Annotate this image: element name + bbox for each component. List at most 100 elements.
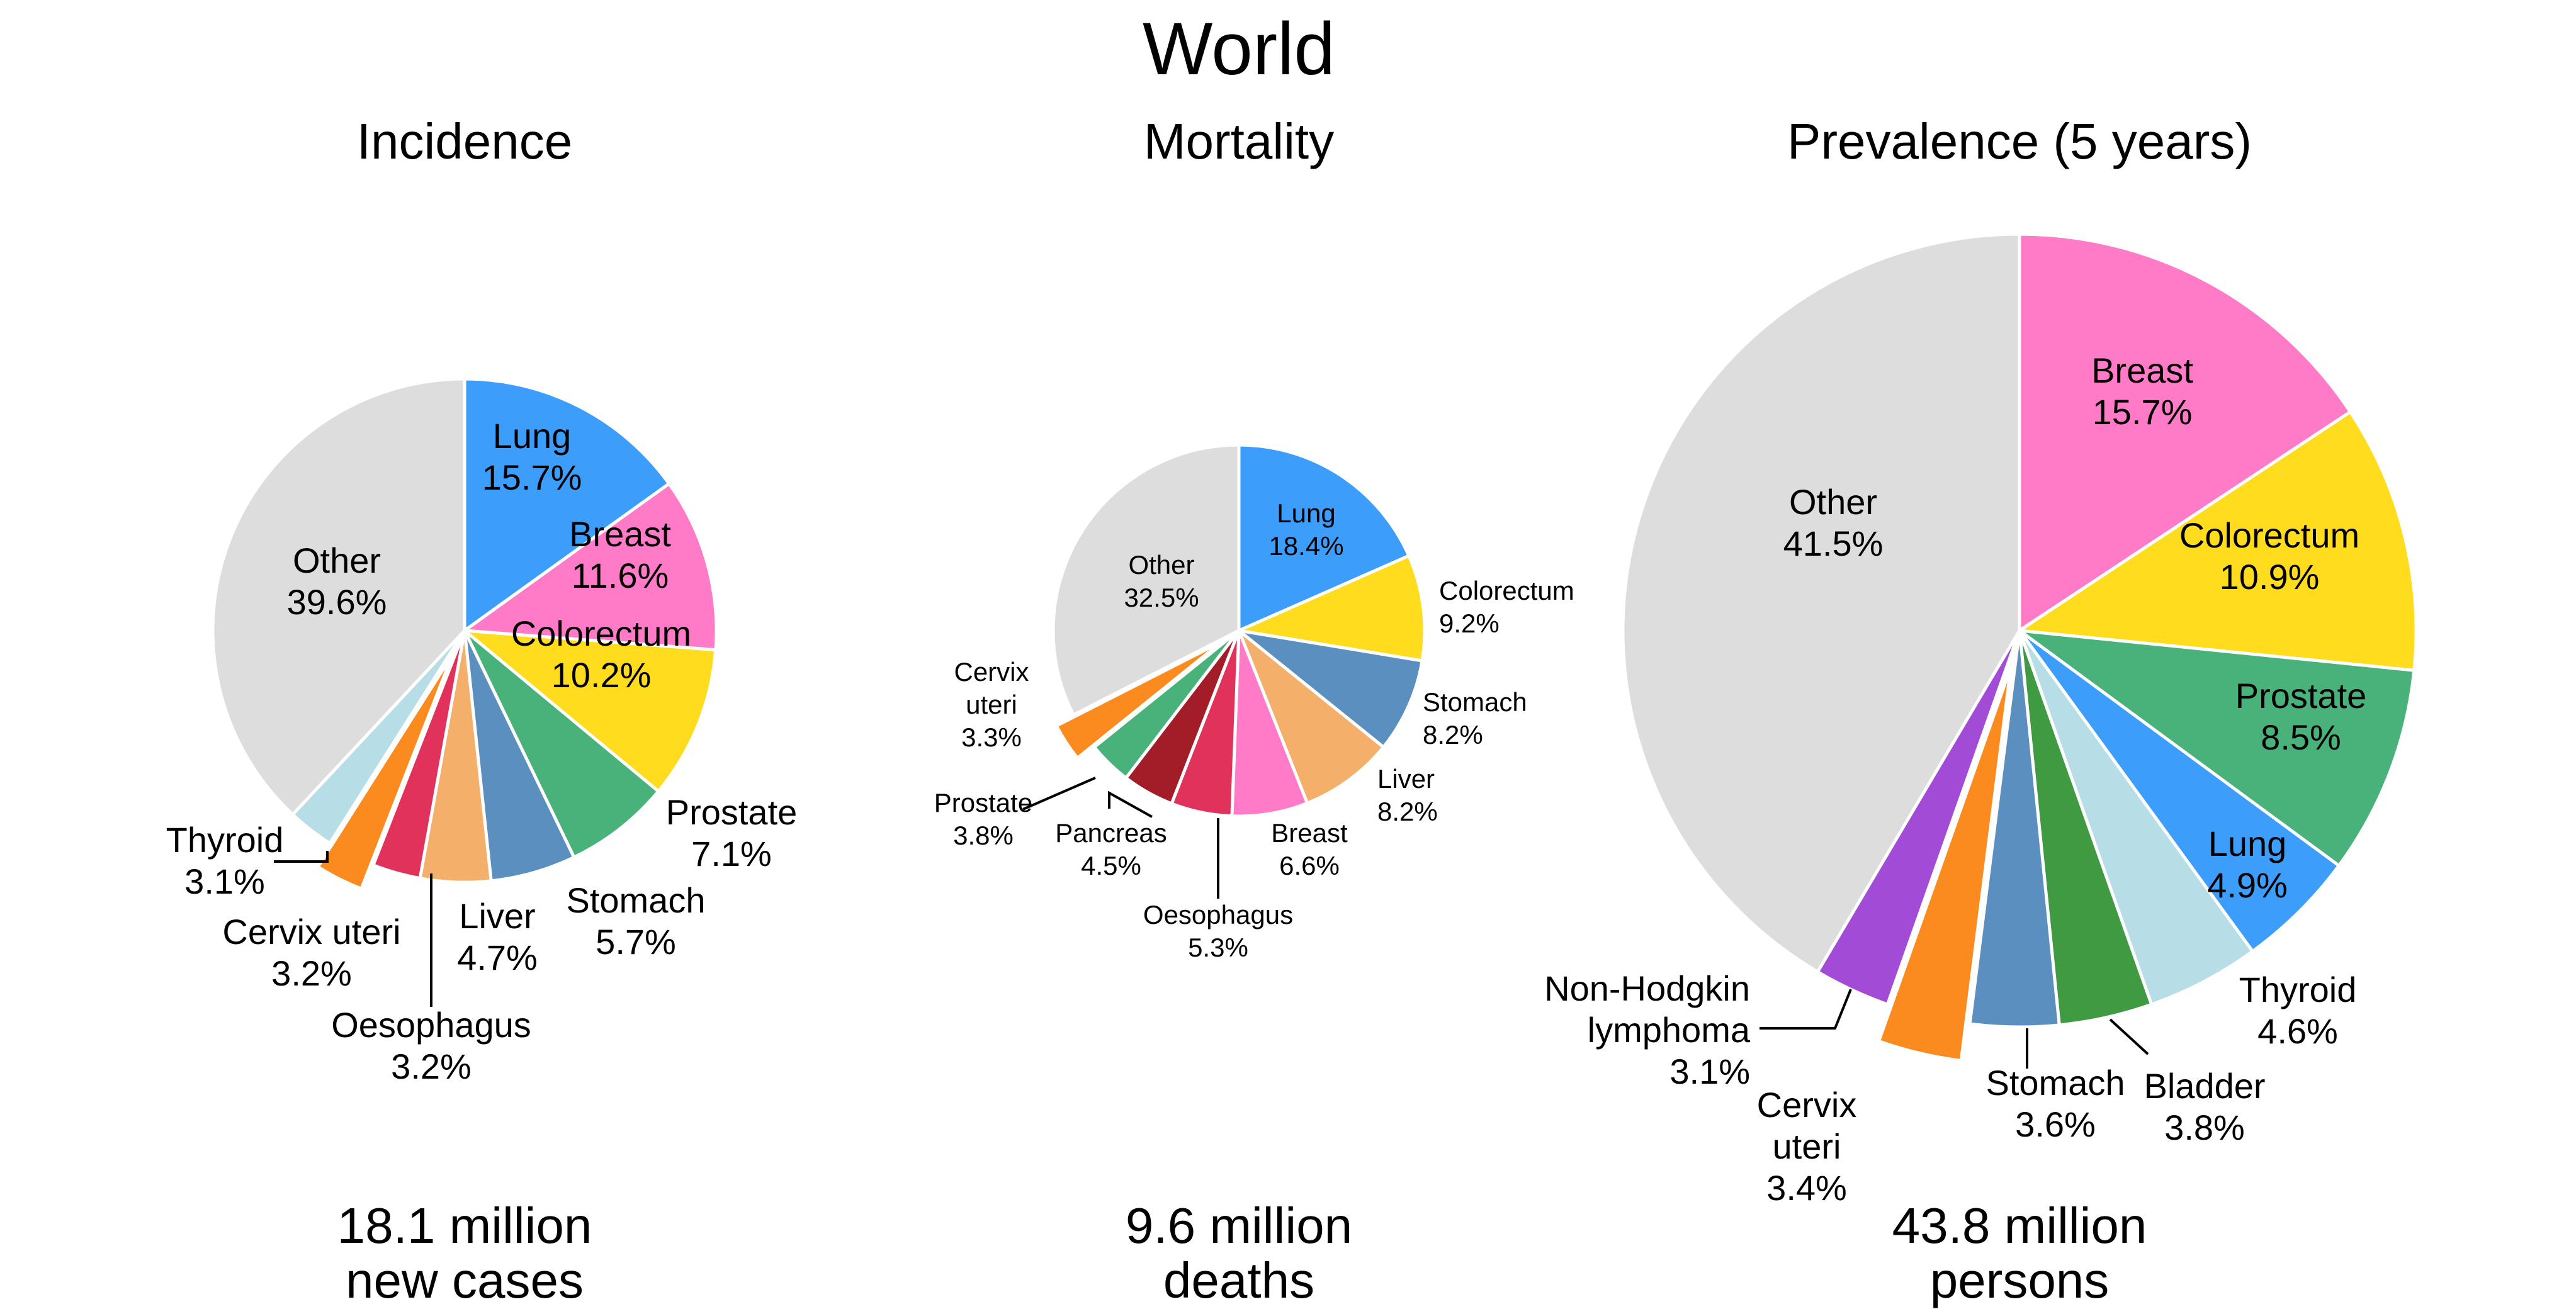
leader-line-pancreas: [1108, 790, 1153, 818]
value-label-stomach: 3.6%: [2015, 1104, 2096, 1144]
leader-line-non-hodgkin-lymphoma: [1760, 989, 1852, 1030]
value-label-oesophagus: 5.3%: [1188, 933, 1248, 962]
category-label-stomach: Stomach: [567, 880, 706, 920]
category-label-other: Other: [293, 541, 381, 580]
value-label-breast: 15.7%: [2093, 392, 2193, 432]
main-title: World: [1143, 8, 1335, 91]
category-label-cervix-uteri: uteri: [1773, 1126, 1841, 1166]
value-label-bladder: 3.8%: [2164, 1108, 2245, 1147]
value-label-other: 41.5%: [1783, 524, 1884, 563]
prevalence-title: Prevalence (5 years): [1787, 113, 2252, 169]
leader-line-prostate: [1022, 777, 1096, 811]
slice-prostate: [1092, 629, 1241, 780]
value-label-non-hodgkin-lymphoma: 3.1%: [1669, 1052, 1750, 1091]
value-label-lung: 15.7%: [482, 458, 582, 497]
category-label-lung: Lung: [493, 416, 572, 456]
slice-colorectum: [463, 629, 718, 793]
value-label-thyroid: 4.6%: [2257, 1011, 2338, 1051]
category-label-cervix-uteri: Cervix uteri: [222, 912, 400, 952]
mortality-title: Mortality: [1144, 113, 1334, 169]
category-label-bladder: Bladder: [2144, 1066, 2265, 1106]
category-label-non-hodgkin-lymphoma: lymphoma: [1588, 1010, 1751, 1050]
value-label-liver: 8.2%: [1377, 797, 1438, 826]
slice-prostate: [2018, 629, 2416, 867]
category-label-liver: Liver: [1377, 764, 1435, 794]
category-label-colorectum: Colorectum: [511, 614, 691, 653]
category-label-oesophagus: Oesophagus: [1143, 900, 1293, 929]
slice-prostate: [463, 629, 660, 859]
category-label-other: Other: [1789, 482, 1877, 522]
category-label-thyroid: Thyroid: [166, 820, 284, 860]
value-label-pancreas: 4.5%: [1081, 851, 1141, 880]
slice-stomach: [1237, 629, 1424, 749]
slice-lung: [2018, 629, 2341, 953]
slice-breast: [463, 482, 718, 652]
category-label-colorectum: Colorectum: [1439, 576, 1574, 605]
value-label-oesophagus: 3.2%: [391, 1047, 472, 1086]
value-label-thyroid: 3.1%: [184, 862, 265, 901]
prevalence-footer-line1: 43.8 million: [1892, 1198, 2147, 1254]
value-label-other: 39.6%: [287, 582, 387, 622]
mortality-footer-line1: 9.6 million: [1126, 1198, 1352, 1254]
slice-colorectum: [1237, 554, 1426, 663]
category-label-non-hodgkin-lymphoma: Non-Hodgkin: [1544, 969, 1750, 1008]
mortality-footer-line2: deaths: [1163, 1252, 1314, 1308]
value-label-colorectum: 10.2%: [551, 655, 652, 695]
value-label-cervix-uteri: 3.4%: [1766, 1168, 1847, 1208]
slice-stomach: [1968, 629, 2061, 1029]
value-label-colorectum: 10.9%: [2220, 557, 2320, 597]
slice-lung: [1237, 443, 1411, 632]
slice-oesophagus: [371, 629, 466, 880]
category-label-liver: Liver: [459, 896, 535, 936]
category-label-breast: Breast: [569, 514, 671, 554]
category-label-cervix-uteri: uteri: [966, 690, 1017, 719]
category-label-prostate: Prostate: [2235, 676, 2367, 716]
value-label-other: 32.5%: [1124, 583, 1199, 612]
slice-cervix-uteri: [316, 652, 455, 890]
value-label-prostate: 3.8%: [953, 821, 1014, 850]
value-label-prostate: 8.5%: [2261, 717, 2341, 757]
value-label-lung: 4.9%: [2207, 865, 2288, 905]
value-label-colorectum: 9.2%: [1439, 609, 1500, 638]
category-label-lung: Lung: [1277, 498, 1335, 528]
incidence-title: Incidence: [357, 113, 572, 169]
slice-cervix-uteri: [1877, 665, 2013, 1062]
category-label-breast: Breast: [2091, 351, 2193, 390]
category-label-cervix-uteri: Cervix: [954, 657, 1029, 687]
incidence-footer-line1: 18.1 million: [337, 1198, 592, 1254]
value-label-breast: 11.6%: [572, 556, 669, 595]
category-label-oesophagus: Oesophagus: [331, 1005, 531, 1045]
slice-other: [211, 377, 466, 816]
slice-other: [1621, 232, 2021, 974]
leader-line-thyroid: [274, 851, 329, 863]
value-label-cervix-uteri: 3.3%: [961, 722, 1022, 752]
category-label-colorectum: Colorectum: [2179, 515, 2359, 555]
category-label-breast: Breast: [1271, 818, 1348, 848]
slice-breast: [2018, 232, 2352, 632]
slice-stomach: [463, 629, 576, 883]
category-label-thyroid: Thyroid: [2239, 970, 2357, 1009]
slice-cervix-uteri: [1054, 639, 1224, 760]
value-label-lung: 18.4%: [1268, 531, 1343, 561]
value-label-stomach: 8.2%: [1423, 720, 1483, 750]
value-label-liver: 4.7%: [457, 938, 538, 977]
slice-colorectum: [2018, 410, 2418, 672]
category-label-stomach: Stomach: [1986, 1063, 2125, 1103]
leader-line-bladder: [2109, 1018, 2149, 1055]
category-label-pancreas: Pancreas: [1055, 818, 1167, 848]
value-label-prostate: 7.1%: [691, 834, 772, 873]
slice-other: [1051, 443, 1241, 717]
category-label-cervix-uteri: Cervix: [1757, 1085, 1857, 1125]
value-label-stomach: 5.7%: [596, 922, 676, 962]
category-label-prostate: Prostate: [666, 792, 798, 832]
category-label-lung: Lung: [2208, 824, 2287, 863]
slice-lung: [463, 377, 671, 632]
prevalence-footer-line2: persons: [1930, 1252, 2110, 1308]
slice-thyroid: [2018, 629, 2254, 1006]
value-label-cervix-uteri: 3.2%: [271, 953, 352, 993]
incidence-footer-line2: new cases: [346, 1252, 584, 1308]
category-label-other: Other: [1128, 550, 1194, 580]
